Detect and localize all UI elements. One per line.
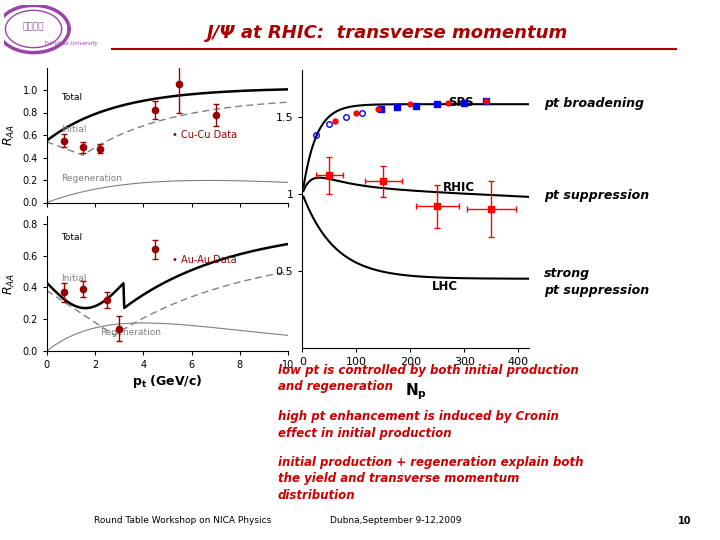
Text: Dubna,September 9-12,2009: Dubna,September 9-12,2009 <box>330 516 462 525</box>
Y-axis label: $R_{AA}$: $R_{AA}$ <box>1 124 17 146</box>
Text: Regeneration: Regeneration <box>100 328 161 337</box>
Text: pt suppression: pt suppression <box>544 189 649 202</box>
Text: • Au-Au Data: • Au-Au Data <box>172 255 237 265</box>
Text: Yan, Xu, Zhuang, 2006;
Liu, Xu, Zhuang, 2009: Yan, Xu, Zhuang, 2006; Liu, Xu, Zhuang, … <box>78 78 232 108</box>
Text: $\mathbf{N_p}$: $\mathbf{N_p}$ <box>405 382 427 402</box>
Text: LHC: LHC <box>432 280 458 293</box>
Text: Total: Total <box>61 233 82 242</box>
Text: • Cu-Cu Data: • Cu-Cu Data <box>172 130 238 140</box>
Text: Initial: Initial <box>61 125 86 134</box>
Text: Regeneration: Regeneration <box>61 174 122 183</box>
Text: Round Table Workshop on NICA Physics: Round Table Workshop on NICA Physics <box>94 516 271 525</box>
Text: 10: 10 <box>678 516 691 526</box>
Text: SPS: SPS <box>448 96 474 109</box>
Text: Tsinghua University: Tsinghua University <box>44 42 98 46</box>
Text: high pt enhancement is induced by Cronin
effect in initial production: high pt enhancement is induced by Cronin… <box>278 410 559 440</box>
Y-axis label: $R_{AA}$: $R_{AA}$ <box>1 273 17 294</box>
X-axis label: $\mathbf{p_t}$ $\mathbf{(GeV/c)}$: $\mathbf{p_t}$ $\mathbf{(GeV/c)}$ <box>132 373 202 390</box>
Text: Total: Total <box>61 93 82 102</box>
Text: J/Ψ at RHIC:  transverse momentum: J/Ψ at RHIC: transverse momentum <box>207 24 569 42</box>
Text: strong
pt suppression: strong pt suppression <box>544 267 649 296</box>
Text: low pt is controlled by both initial production
and regeneration: low pt is controlled by both initial pro… <box>278 364 579 394</box>
Text: RHIC: RHIC <box>443 181 475 194</box>
Text: Initial: Initial <box>61 274 86 283</box>
Text: $\langle\, p_t^2\,\rangle_{AA}\,/\,\langle\, p_t^2\,\rangle_{pp}$: $\langle\, p_t^2\,\rangle_{AA}\,/\,\lang… <box>301 83 420 109</box>
Text: 清华大学: 清华大学 <box>23 23 45 32</box>
Text: initial production + regeneration explain both
the yield and transverse momentum: initial production + regeneration explai… <box>278 456 584 502</box>
Text: pt broadening: pt broadening <box>544 97 644 110</box>
